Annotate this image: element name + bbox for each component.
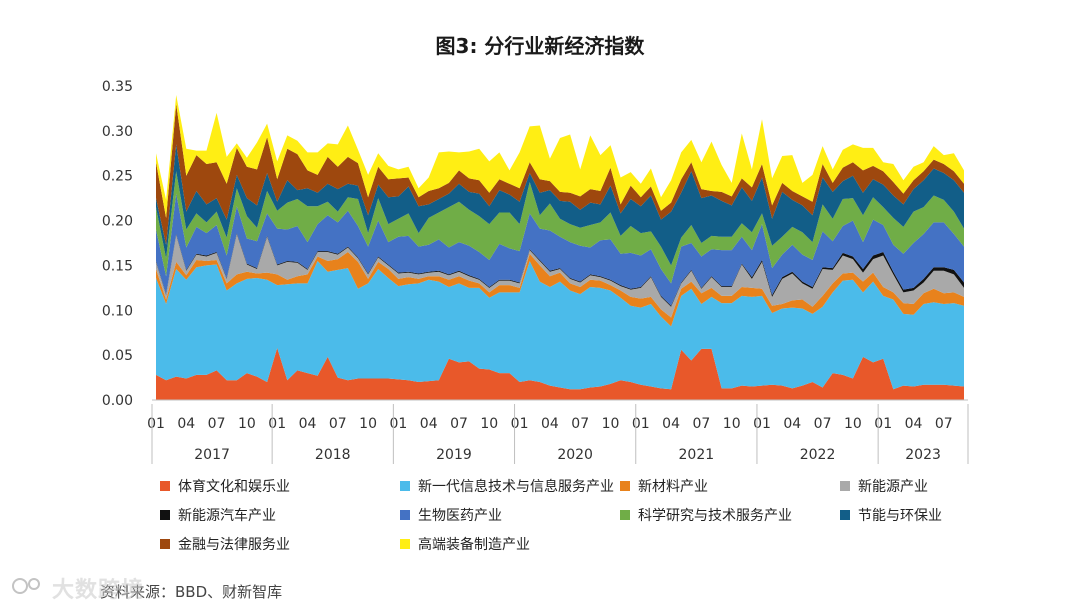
y-tick-label: 0.20 xyxy=(102,214,133,230)
x-tick-label: 01 xyxy=(268,416,286,432)
legend-item: 体育文化和娱乐业 xyxy=(160,476,290,496)
legend-swatch xyxy=(160,510,170,520)
area-series-6 xyxy=(156,171,964,284)
x-tick-label: 04 xyxy=(662,416,680,432)
x-tick-label: 04 xyxy=(420,416,438,432)
year-label: 2017 xyxy=(194,447,230,463)
legend-label: 新一代信息技术与信息服务产业 xyxy=(418,479,614,495)
y-tick-label: 0.15 xyxy=(102,258,133,274)
x-tick-label: 07 xyxy=(935,416,953,432)
x-tick-label: 10 xyxy=(844,416,862,432)
area-series-2 xyxy=(156,251,964,327)
legend-item: 科学研究与技术服务产业 xyxy=(620,505,792,525)
legend-label: 节能与环保业 xyxy=(858,508,942,524)
x-tick-label: 07 xyxy=(450,416,468,432)
legend-item: 生物医药产业 xyxy=(400,505,502,525)
year-label: 2020 xyxy=(557,447,593,463)
watermark: 大数跨境 xyxy=(52,572,144,604)
legend-swatch xyxy=(840,481,850,491)
y-tick-label: 0.10 xyxy=(102,303,133,319)
y-tick-label: 0.30 xyxy=(102,124,133,140)
legend-label: 体育文化和娱乐业 xyxy=(178,479,290,495)
year-label: 2019 xyxy=(436,447,472,463)
x-tick-label: 07 xyxy=(814,416,832,432)
year-label: 2023 xyxy=(905,447,941,463)
watermark-logo-icon xyxy=(12,578,40,594)
x-tick-label: 04 xyxy=(177,416,195,432)
x-tick-label: 01 xyxy=(147,416,165,432)
x-tick-label: 01 xyxy=(389,416,407,432)
area-series-5 xyxy=(156,193,964,306)
x-tick-label: 04 xyxy=(783,416,801,432)
legend-label: 高端装备制造产业 xyxy=(418,537,530,553)
legend-label: 金融与法律服务业 xyxy=(178,537,290,553)
y-tick-label: 0.35 xyxy=(102,79,133,95)
x-tick-label: 07 xyxy=(329,416,347,432)
x-tick-label: 10 xyxy=(238,416,256,432)
x-tick-label: 01 xyxy=(753,416,771,432)
x-tick-label: 04 xyxy=(299,416,317,432)
y-tick-label: 0.00 xyxy=(102,393,133,409)
legend-item: 新能源产业 xyxy=(840,476,928,496)
legend-swatch xyxy=(400,481,410,491)
legend-label: 新能源汽车产业 xyxy=(178,508,276,524)
y-tick-label: 0.25 xyxy=(102,169,133,185)
area-series-9 xyxy=(156,94,964,218)
year-label: 2022 xyxy=(800,447,836,463)
legend-label: 科学研究与技术服务产业 xyxy=(638,508,792,524)
x-tick-label: 10 xyxy=(602,416,620,432)
year-label: 2021 xyxy=(679,447,715,463)
legend-swatch xyxy=(160,539,170,549)
x-tick-label: 01 xyxy=(874,416,892,432)
watermark-text: 大数跨境 xyxy=(52,578,145,603)
x-tick-label: 07 xyxy=(571,416,589,432)
area-series-0 xyxy=(156,347,964,400)
chart-plot: 0.00 0.05 0.10 0.15 0.20 0.25 0.30 0.35 01 04 07 10… xyxy=(102,79,969,464)
x-tick-label: 01 xyxy=(632,416,650,432)
x-tick-label: 04 xyxy=(905,416,923,432)
legend-label: 新能源产业 xyxy=(858,479,928,495)
legend-item: 金融与法律服务业 xyxy=(160,534,290,554)
x-tick-label: 04 xyxy=(541,416,559,432)
legend-swatch xyxy=(620,481,630,491)
chart-title: 图3: 分行业新经济指数 xyxy=(435,34,645,58)
x-tick-label: 01 xyxy=(511,416,529,432)
x-tick-label: 10 xyxy=(359,416,377,432)
legend-label: 生物医药产业 xyxy=(418,508,502,524)
area-series-1 xyxy=(156,260,964,390)
legend-item: 节能与环保业 xyxy=(840,505,942,525)
source-note: 资料来源：BBD、财新智库 xyxy=(100,583,283,601)
legend-item: 新能源汽车产业 xyxy=(160,505,276,525)
legend-item: 高端装备制造产业 xyxy=(400,534,530,554)
legend-label: 新材料产业 xyxy=(638,479,708,495)
legend-swatch xyxy=(400,510,410,520)
legend-swatch xyxy=(400,539,410,549)
area-series-3 xyxy=(156,234,964,318)
legend-item: 新材料产业 xyxy=(620,476,708,496)
x-tick-label: 10 xyxy=(723,416,741,432)
legend-item: 新一代信息技术与信息服务产业 xyxy=(400,476,614,496)
legend-swatch xyxy=(620,510,630,520)
area-series-7 xyxy=(156,144,964,266)
legend-swatch xyxy=(840,510,850,520)
y-tick-label: 0.05 xyxy=(102,348,133,364)
legend-swatch xyxy=(160,481,170,491)
year-label: 2018 xyxy=(315,447,351,463)
x-tick-label: 10 xyxy=(480,416,498,432)
x-tick-label: 07 xyxy=(208,416,226,432)
x-tick-label: 07 xyxy=(692,416,710,432)
